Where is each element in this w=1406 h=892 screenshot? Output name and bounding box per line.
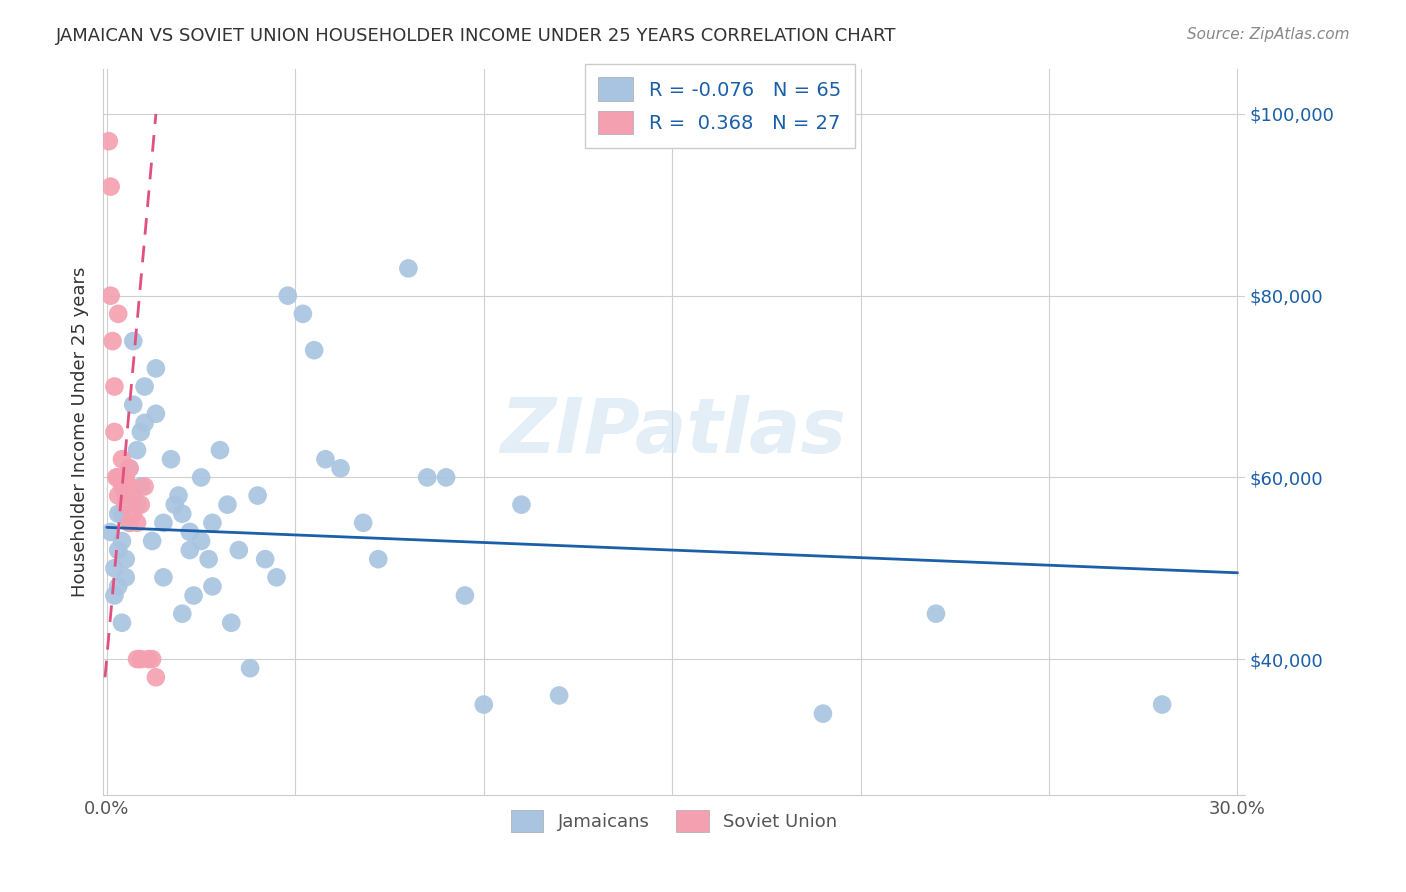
Point <box>201 579 224 593</box>
Point <box>105 470 128 484</box>
Point <box>129 652 152 666</box>
Point <box>183 589 205 603</box>
Point <box>103 425 125 439</box>
Point <box>201 516 224 530</box>
Point <box>254 552 277 566</box>
Point <box>122 334 145 348</box>
Point <box>246 489 269 503</box>
Point <box>141 652 163 666</box>
Text: JAMAICAN VS SOVIET UNION HOUSEHOLDER INCOME UNDER 25 YEARS CORRELATION CHART: JAMAICAN VS SOVIET UNION HOUSEHOLDER INC… <box>56 27 897 45</box>
Point <box>101 334 124 348</box>
Point <box>129 479 152 493</box>
Point <box>217 498 239 512</box>
Point <box>167 489 190 503</box>
Point <box>134 416 156 430</box>
Point <box>125 516 148 530</box>
Point <box>510 498 533 512</box>
Point <box>152 570 174 584</box>
Point <box>118 516 141 530</box>
Point <box>314 452 336 467</box>
Point <box>103 379 125 393</box>
Point <box>107 507 129 521</box>
Point <box>107 543 129 558</box>
Point <box>97 134 120 148</box>
Point <box>548 689 571 703</box>
Point <box>163 498 186 512</box>
Point <box>152 516 174 530</box>
Point <box>145 361 167 376</box>
Point <box>434 470 457 484</box>
Point <box>114 552 136 566</box>
Point <box>114 570 136 584</box>
Point <box>277 288 299 302</box>
Point <box>107 307 129 321</box>
Point <box>111 533 134 548</box>
Point <box>266 570 288 584</box>
Point <box>219 615 242 630</box>
Text: Source: ZipAtlas.com: Source: ZipAtlas.com <box>1187 27 1350 42</box>
Point <box>118 461 141 475</box>
Point <box>138 652 160 666</box>
Point <box>396 261 419 276</box>
Point <box>811 706 834 721</box>
Point <box>141 533 163 548</box>
Point <box>134 379 156 393</box>
Point <box>239 661 262 675</box>
Point <box>100 524 122 539</box>
Point <box>111 507 134 521</box>
Point <box>122 489 145 503</box>
Point <box>190 470 212 484</box>
Y-axis label: Householder Income Under 25 years: Householder Income Under 25 years <box>72 267 89 597</box>
Point <box>107 470 129 484</box>
Point <box>302 343 325 358</box>
Point <box>122 507 145 521</box>
Point <box>145 407 167 421</box>
Point <box>111 479 134 493</box>
Point <box>114 489 136 503</box>
Point <box>100 179 122 194</box>
Point <box>145 670 167 684</box>
Point <box>472 698 495 712</box>
Point <box>179 524 201 539</box>
Text: ZIPatlas: ZIPatlas <box>501 395 846 469</box>
Point <box>103 561 125 575</box>
Point <box>190 533 212 548</box>
Point <box>197 552 219 566</box>
Point <box>100 288 122 302</box>
Point <box>107 489 129 503</box>
Point <box>172 607 194 621</box>
Point <box>329 461 352 475</box>
Point <box>129 498 152 512</box>
Point <box>134 479 156 493</box>
Point <box>107 579 129 593</box>
Point <box>208 443 231 458</box>
Point <box>111 615 134 630</box>
Point <box>160 452 183 467</box>
Point <box>228 543 250 558</box>
Point <box>125 443 148 458</box>
Point <box>172 507 194 521</box>
Point <box>454 589 477 603</box>
Point <box>352 516 374 530</box>
Point <box>179 543 201 558</box>
Point <box>291 307 314 321</box>
Legend: Jamaicans, Soviet Union: Jamaicans, Soviet Union <box>498 797 851 845</box>
Point <box>118 516 141 530</box>
Point <box>114 498 136 512</box>
Point <box>1152 698 1174 712</box>
Point <box>118 479 141 493</box>
Point <box>416 470 439 484</box>
Point <box>118 461 141 475</box>
Point <box>125 652 148 666</box>
Point <box>129 425 152 439</box>
Point <box>114 470 136 484</box>
Point <box>122 398 145 412</box>
Point <box>125 498 148 512</box>
Point <box>103 589 125 603</box>
Point <box>111 452 134 467</box>
Point <box>367 552 389 566</box>
Point <box>925 607 948 621</box>
